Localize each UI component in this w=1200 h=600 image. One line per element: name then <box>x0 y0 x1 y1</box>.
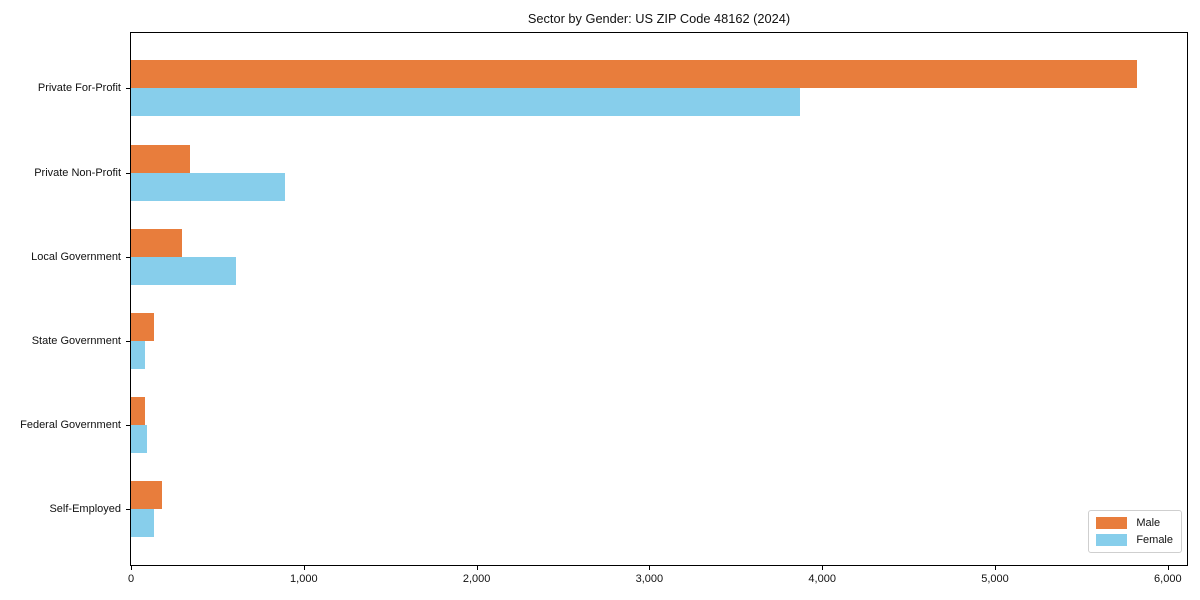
y-tick-label-private-for-profit: Private For-Profit <box>37 82 121 95</box>
chart-title: Sector by Gender: US ZIP Code 48162 (202… <box>527 11 791 26</box>
y-tick-mark <box>126 509 130 511</box>
y-tick-label-federal-government: Federal Government <box>20 419 121 432</box>
x-tick-mark <box>822 566 824 570</box>
legend-swatch-female <box>1096 534 1128 546</box>
y-tick-mark <box>126 88 130 90</box>
y-tick-mark <box>126 425 130 427</box>
x-tick-label-0: 0 <box>127 573 135 585</box>
bar-male-private-non-profit <box>131 144 190 173</box>
y-tick-label-local-government: Local Government <box>31 250 121 263</box>
bar-female-private-for-profit <box>131 88 800 117</box>
bar-female-state-government <box>131 340 145 369</box>
x-tick-label-5000: 5,000 <box>981 573 1009 585</box>
x-tick-mark <box>131 566 132 570</box>
plot-area: Male Female <box>130 32 1188 566</box>
bar-male-local-government <box>131 228 182 257</box>
y-tick-label-state-government: State Government <box>31 334 121 347</box>
bar-female-local-government <box>131 256 237 285</box>
bar-male-self-employed <box>131 481 163 510</box>
legend-label-female: Female <box>1136 534 1173 546</box>
bar-female-self-employed <box>131 509 154 538</box>
legend-item-female: Female <box>1096 534 1173 546</box>
x-tick-label-3000: 3,000 <box>635 573 664 585</box>
bar-male-state-government <box>131 312 154 341</box>
x-tick-mark <box>995 566 996 570</box>
x-tick-mark <box>476 566 478 570</box>
x-tick-label-6000: 6,000 <box>1154 573 1182 585</box>
y-tick-mark <box>126 172 130 174</box>
legend-swatch-male <box>1096 517 1128 529</box>
bar-male-private-for-profit <box>131 60 1137 89</box>
bar-female-federal-government <box>131 425 147 454</box>
y-tick-mark <box>126 340 130 342</box>
x-tick-mark <box>1167 566 1169 570</box>
x-tick-mark <box>649 566 651 570</box>
bar-male-federal-government <box>131 397 145 426</box>
y-tick-label-private-non-profit: Private Non-Profit <box>34 166 121 179</box>
x-tick-label-1000: 1,000 <box>290 573 318 585</box>
legend-item-male: Male <box>1096 517 1173 529</box>
x-tick-label-2000: 2,000 <box>462 573 491 585</box>
y-tick-label-self-employed: Self-Employed <box>49 503 121 516</box>
x-tick-mark <box>303 566 305 570</box>
x-tick-label-4000: 4,000 <box>808 573 836 585</box>
legend: Male Female <box>1088 510 1182 553</box>
y-tick-mark <box>126 256 130 258</box>
legend-label-male: Male <box>1136 517 1161 529</box>
bar-female-private-non-profit <box>131 172 285 201</box>
